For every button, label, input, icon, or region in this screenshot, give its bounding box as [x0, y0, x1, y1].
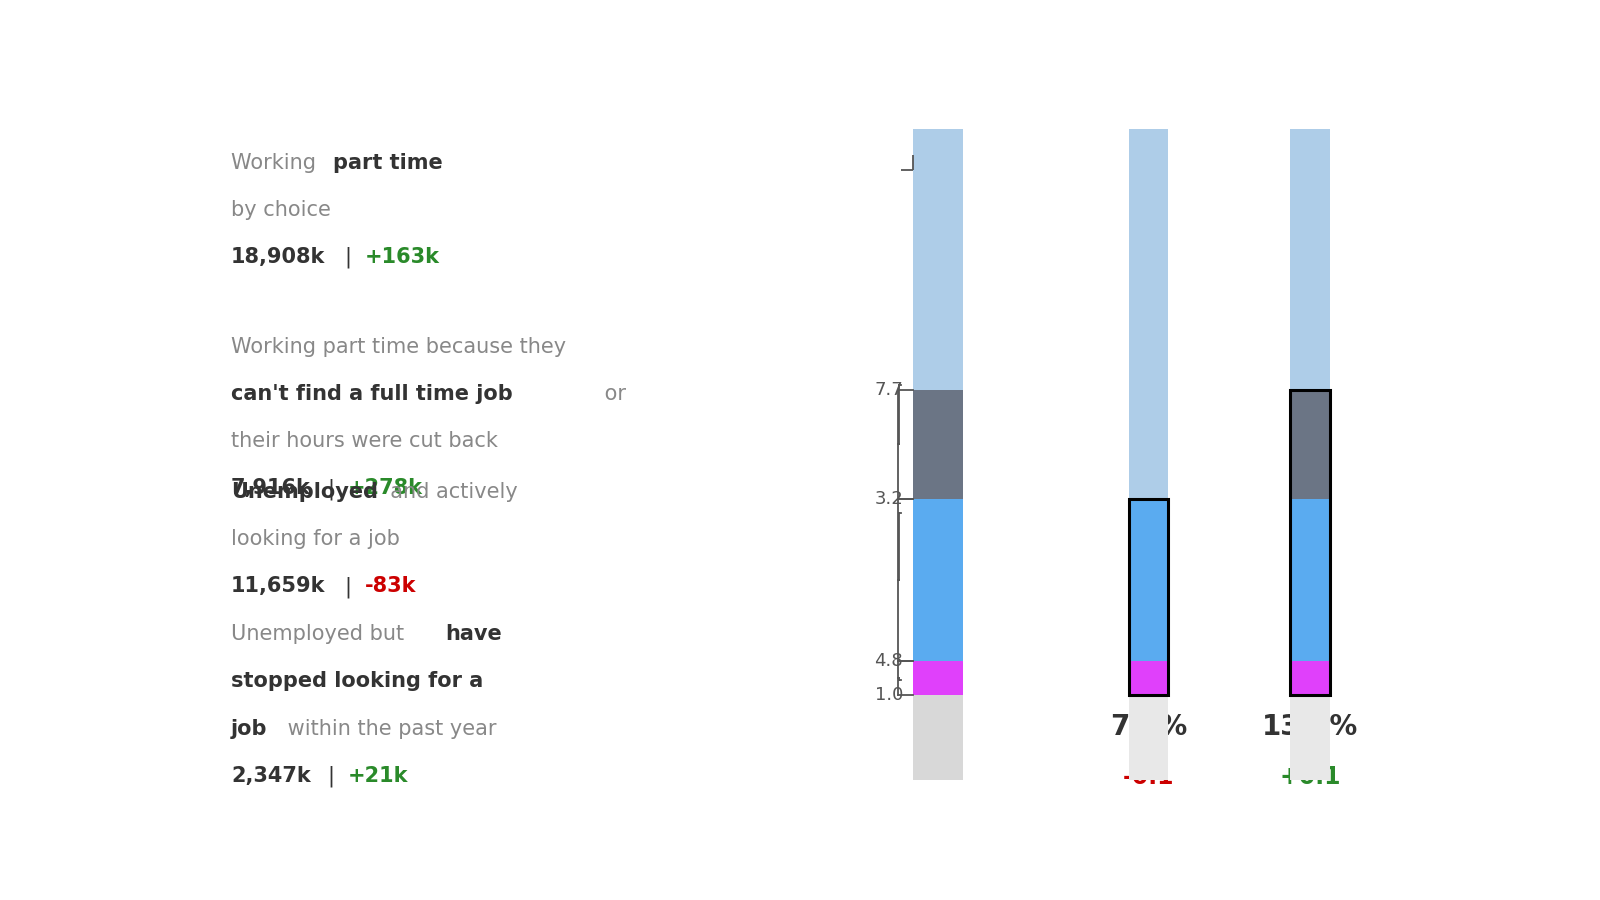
Text: 18,908k: 18,908k: [230, 247, 325, 266]
Bar: [914, 696, 963, 780]
Bar: [914, 499, 963, 662]
Text: or: or: [598, 383, 626, 404]
Text: |: |: [328, 478, 341, 500]
Bar: [1128, 499, 1168, 696]
Text: -83k: -83k: [365, 577, 416, 597]
Text: |: |: [346, 247, 358, 268]
Text: by choice: by choice: [230, 200, 331, 220]
Bar: [1128, 499, 1168, 662]
Text: 2,347k: 2,347k: [230, 766, 310, 786]
Bar: [914, 662, 963, 696]
Bar: [1290, 662, 1330, 696]
Bar: [914, 129, 963, 390]
Bar: [914, 390, 963, 499]
Text: +21k: +21k: [347, 766, 408, 786]
Text: 11,659k: 11,659k: [230, 577, 325, 597]
Text: +0.1: +0.1: [1278, 765, 1341, 788]
Bar: [1128, 129, 1168, 780]
Text: within the past year: within the past year: [280, 718, 496, 739]
Text: 3.2: 3.2: [874, 490, 902, 508]
Bar: [1290, 390, 1330, 696]
Text: part time: part time: [333, 153, 443, 173]
Text: stopped looking for a: stopped looking for a: [230, 671, 483, 691]
Text: 13.9%: 13.9%: [1262, 713, 1358, 741]
Text: 1.0: 1.0: [875, 687, 902, 705]
Text: looking for a job: looking for a job: [230, 529, 400, 549]
Text: have: have: [445, 625, 502, 644]
Text: -0.1: -0.1: [1123, 765, 1174, 788]
Bar: [1290, 129, 1330, 780]
Text: +163k: +163k: [365, 247, 440, 266]
Bar: [1128, 662, 1168, 696]
Text: job: job: [230, 718, 267, 739]
Bar: [1290, 390, 1330, 499]
Bar: [1290, 499, 1330, 662]
Text: 4.8: 4.8: [875, 652, 902, 670]
Text: 7.5%: 7.5%: [1110, 713, 1187, 741]
Text: their hours were cut back: their hours were cut back: [230, 431, 498, 451]
Bar: [1290, 696, 1330, 780]
Text: |: |: [346, 577, 358, 598]
Text: and actively: and actively: [378, 482, 518, 502]
Text: Unemployed: Unemployed: [230, 482, 378, 502]
Text: |: |: [328, 766, 341, 788]
Text: Unemployed but: Unemployed but: [230, 625, 418, 644]
Text: 7,916k: 7,916k: [230, 478, 310, 498]
Text: 7.7: 7.7: [874, 381, 902, 399]
Text: can't find a full time job: can't find a full time job: [230, 383, 512, 404]
Text: Working part time because they: Working part time because they: [230, 337, 566, 356]
Bar: [1128, 696, 1168, 780]
Text: +278k: +278k: [347, 478, 422, 498]
Text: Working: Working: [230, 153, 330, 173]
